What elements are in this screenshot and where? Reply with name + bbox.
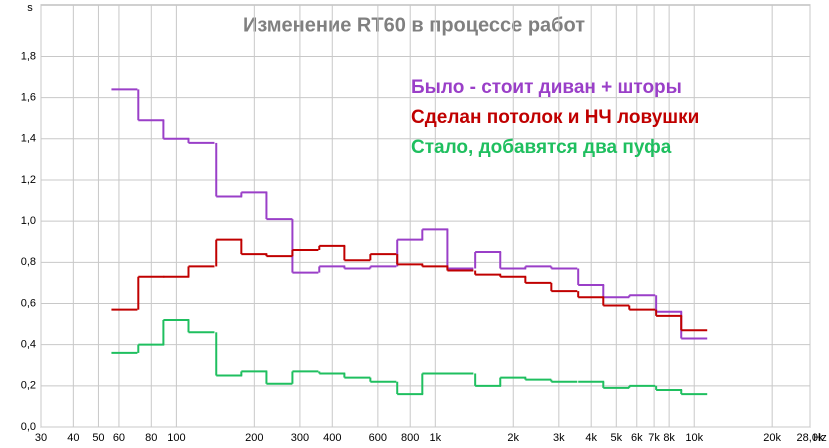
y-tick-label: 1,2 bbox=[21, 174, 36, 186]
y-axis-label: s bbox=[27, 2, 33, 14]
x-tick-label: 1k bbox=[429, 432, 441, 444]
x-tick-label: 60 bbox=[113, 432, 125, 444]
legend-entry: Сделан потолок и НЧ ловушки bbox=[411, 107, 699, 128]
x-axis-label: Hz bbox=[813, 432, 826, 444]
x-tick-label: 4k bbox=[585, 432, 597, 444]
x-tick-label: 2k bbox=[507, 432, 519, 444]
x-tick-label: 20k bbox=[763, 432, 781, 444]
x-tick-label: 3k bbox=[553, 432, 565, 444]
x-tick-label: 50 bbox=[92, 432, 104, 444]
x-tick-label: 400 bbox=[323, 432, 341, 444]
chart-title: Изменение RT60 в процессе работ bbox=[243, 14, 585, 36]
x-tick-label: 30 bbox=[35, 432, 47, 444]
x-tick-label: 10k bbox=[685, 432, 703, 444]
y-tick-label: 0,2 bbox=[21, 380, 36, 392]
x-tick-label: 6k bbox=[631, 432, 643, 444]
plot-frame bbox=[40, 4, 811, 428]
y-tick-label: 0,6 bbox=[21, 297, 36, 309]
x-tick-label: 28,0k bbox=[797, 432, 824, 444]
x-tick-label: 300 bbox=[291, 432, 309, 444]
x-tick-label: 7k bbox=[648, 432, 660, 444]
y-tick-label: 1,0 bbox=[21, 215, 36, 227]
x-tick-label: 800 bbox=[401, 432, 419, 444]
x-tick-label: 5k bbox=[610, 432, 622, 444]
legend-entry: Стало, добавятся два пуфа bbox=[411, 137, 672, 158]
x-tick-label: 200 bbox=[245, 432, 263, 444]
x-tick-label: 80 bbox=[145, 432, 157, 444]
y-tick-label: 1,6 bbox=[21, 92, 36, 104]
y-tick-label: 0,4 bbox=[21, 339, 36, 351]
y-tick-label: 0,8 bbox=[21, 256, 36, 268]
x-tick-label: 40 bbox=[67, 432, 79, 444]
x-tick-label: 100 bbox=[167, 432, 185, 444]
y-tick-label: 0,0 bbox=[21, 421, 36, 433]
y-tick-label: 1,8 bbox=[21, 50, 36, 62]
x-tick-label: 600 bbox=[369, 432, 387, 444]
legend-entry: Было - стоит диван + шторы bbox=[411, 77, 682, 98]
y-tick-label: 1,4 bbox=[21, 133, 36, 145]
x-tick-label: 8k bbox=[663, 432, 675, 444]
